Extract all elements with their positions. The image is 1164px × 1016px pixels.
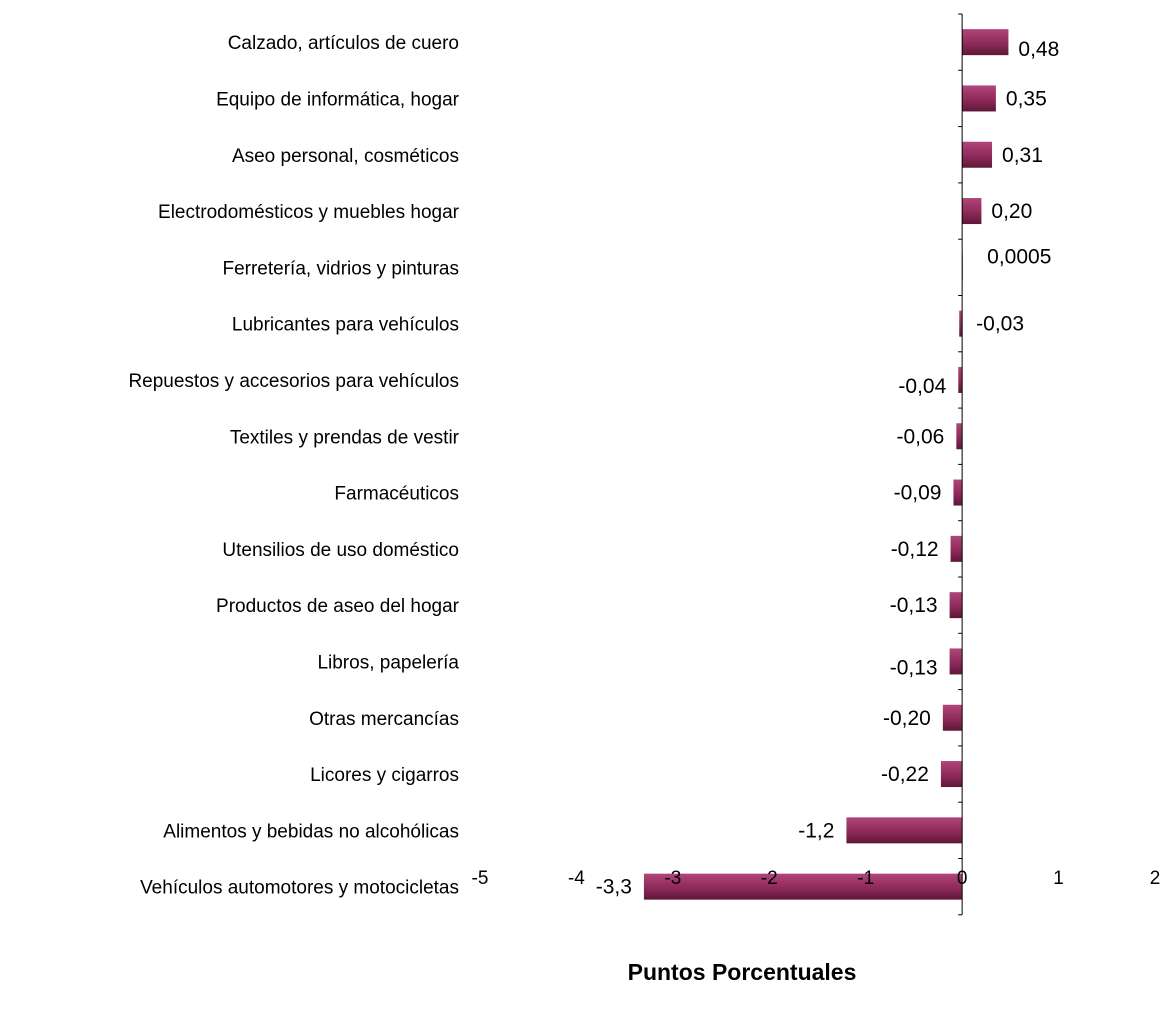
x-tick-label: -5 [472,868,489,889]
category-label: Vehículos automotores y motocicletas [140,878,459,899]
bar [949,592,963,619]
bar [962,85,996,112]
bar [846,817,963,844]
bar [962,198,982,225]
category-label: Equipo de informática, hogar [216,89,460,110]
x-tick-label: 2 [1150,868,1161,889]
data-label: -0,09 [894,482,942,505]
category-label: Lubricantes para vehículos [232,315,459,336]
category-label: Calzado, artículos de cuero [228,33,459,54]
bar [962,141,993,168]
category-labels: Calzado, artículos de cuero Equipo de inf… [128,33,459,899]
x-tick-label: -1 [857,868,874,889]
x-tick-label: -3 [664,868,681,889]
data-label: 0,20 [991,200,1032,223]
category-label: Libros, papelería [317,652,459,673]
data-label: -0,06 [896,425,944,448]
bar [958,366,963,393]
category-label: Ferretería, vidrios y pinturas [222,258,459,279]
value-labels: 0,48 0,35 0,31 0,20 0,0005 -0,03 -0,04 -0,06 -0,… [596,38,1060,899]
data-label: -0,22 [881,763,929,786]
category-label: Repuestos y accesorios para vehículos [128,371,459,392]
category-label: Alimentos y bebidas no alcohólicas [163,821,459,842]
x-tick-label: 1 [1053,868,1064,889]
data-label: -0,12 [891,538,939,561]
bar [643,873,963,900]
axis-layer [958,13,963,916]
data-label: -0,03 [976,313,1024,336]
category-label: Utensilios de uso doméstico [222,540,459,561]
x-tick-label: 0 [957,868,968,889]
bars-layer [643,29,1009,900]
bar [949,648,963,675]
bar [942,704,963,731]
data-label: -0,20 [883,707,931,730]
bar [956,423,963,450]
data-label: 0,48 [1018,38,1059,61]
category-label: Otras mercancías [309,709,459,730]
category-label: Aseo personal, cosméticos [232,146,459,167]
x-axis-title: Puntos Porcentuales [628,959,857,985]
bar [953,479,963,506]
category-label: Licores y cigarros [310,765,459,786]
data-label: -0,13 [890,656,938,679]
bar [950,535,963,562]
category-label: Productos de aseo del hogar [216,596,460,617]
data-label: -0,13 [890,594,938,617]
data-label: 0,35 [1006,87,1047,110]
data-label: -0,04 [898,375,946,398]
data-label: 0,0005 [987,245,1051,268]
category-label: Electrodomésticos y muebles hogar [158,202,460,223]
category-label: Textiles y prendas de vestir [230,427,460,448]
data-label: -3,3 [596,876,632,899]
bar [962,29,1009,56]
data-label: 0,31 [1002,144,1043,167]
x-tick-label: -2 [761,868,778,889]
x-tick-labels: -5 -4 -3 -2 -1 0 1 2 [472,868,1161,889]
bar [940,761,963,788]
bar [959,310,963,337]
data-label: -1,2 [798,819,834,842]
x-tick-label: -4 [568,868,585,889]
category-label: Farmacéuticos [334,484,459,505]
